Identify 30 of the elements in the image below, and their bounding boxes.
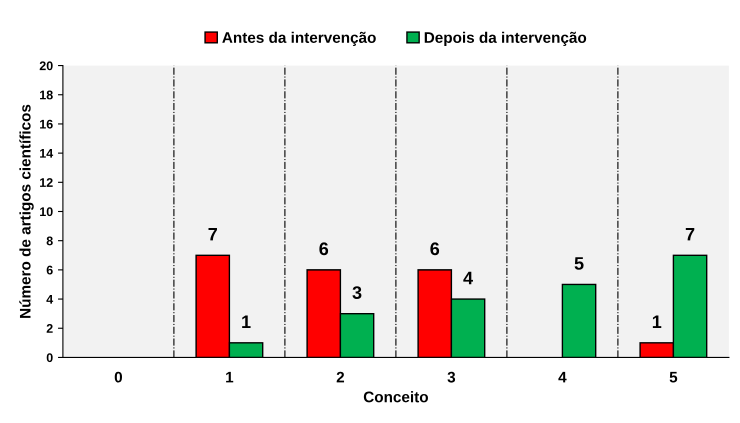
y-tick-label: 12: [40, 178, 53, 187]
data-label: 6: [430, 242, 440, 256]
data-label: 7: [208, 228, 217, 240]
data-label: 7: [686, 228, 694, 240]
data-label: 5: [574, 257, 584, 270]
x-tick-label: 0: [114, 372, 122, 383]
y-tick-label: 0: [46, 353, 53, 362]
x-tick-label: 1: [226, 372, 234, 382]
data-label: 1: [242, 316, 251, 328]
x-tick-label: 4: [558, 372, 567, 382]
y-tick-label: 16: [40, 120, 53, 129]
y-tick-label: 14: [40, 149, 54, 158]
y-tick-label: 6: [46, 266, 53, 275]
x-tick-label: 5: [670, 372, 678, 383]
y-tick-label: 20: [40, 61, 53, 70]
data-label: 6: [319, 242, 328, 256]
y-tick-label: 4: [46, 294, 54, 304]
x-axis-title: Conceito: [364, 391, 428, 402]
data-label: 3: [352, 286, 362, 299]
x-tick-label: 3: [448, 372, 456, 383]
y-tick-label: 8: [46, 236, 53, 246]
legend-label: Depois da intervenção: [424, 32, 586, 46]
x-tick-label: 2: [336, 372, 344, 382]
y-axis-title: Número de artigos científicos: [19, 104, 34, 318]
y-tick-label: 10: [40, 207, 53, 216]
legend-label: Antes da intervenção: [222, 32, 376, 46]
y-tick-label: 18: [40, 90, 53, 100]
data-label: 1: [652, 316, 662, 328]
y-tick-label: 2: [46, 324, 53, 333]
data-label: 4: [463, 272, 473, 284]
